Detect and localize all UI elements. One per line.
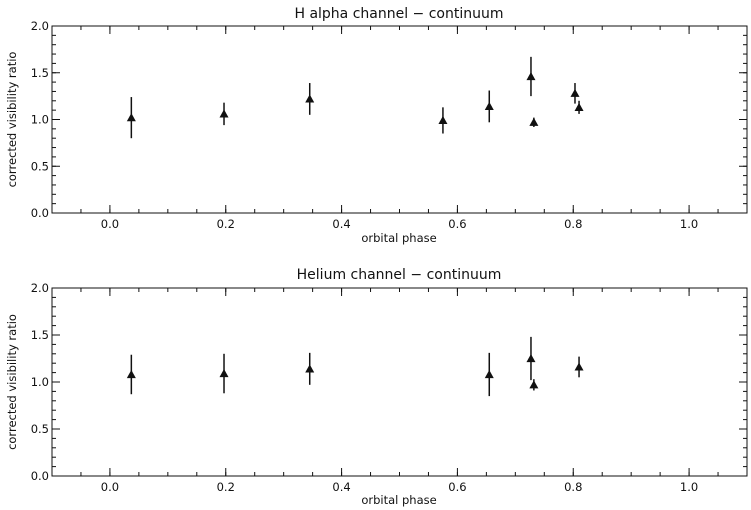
x-tick-label: 1.0 (680, 217, 698, 231)
chart-title: H alpha channel − continuum (294, 6, 503, 22)
y-axis-label: corrected visibility ratio (5, 314, 19, 450)
chart-title: Helium channel − continuum (297, 267, 502, 283)
x-tick-label: 0.4 (332, 217, 350, 231)
x-tick-label: 0.8 (564, 217, 582, 231)
plot-frame (51, 287, 748, 477)
x-axis-label: orbital phase (361, 493, 436, 507)
x-tick-label: 0.4 (332, 480, 350, 494)
data-point-triangle (219, 369, 229, 378)
x-tick-label: 0.8 (564, 480, 582, 494)
x-tick-label: 0.2 (217, 480, 235, 494)
y-tick-label: 1.5 (31, 328, 49, 342)
data-point-triangle (526, 354, 536, 363)
data-point-triangle (574, 362, 584, 371)
data-point-triangle (574, 102, 584, 111)
x-tick-label: 0.6 (448, 480, 466, 494)
data-point-triangle (570, 88, 580, 97)
y-tick-label: 0.0 (31, 469, 49, 483)
y-tick-label: 0.5 (31, 422, 49, 436)
data-point-triangle (126, 113, 136, 122)
data-point-triangle (126, 369, 136, 379)
tick-group: 0.0 0.2 0.4 0.6 0.8 1.0 0.0 0.5 1.0 1.5 2.0 (31, 19, 748, 231)
data-point-triangle (305, 364, 315, 373)
data-point-triangle (305, 94, 315, 103)
data-points (126, 336, 584, 397)
x-tick-label: 0.2 (217, 217, 235, 231)
x-axis-label: orbital phase (361, 231, 436, 245)
y-tick-label: 1.0 (31, 113, 49, 127)
y-tick-label: 1.0 (31, 375, 49, 389)
x-tick-label: 0.6 (448, 217, 466, 231)
data-point-triangle (529, 117, 539, 126)
x-tick-label: 0.0 (101, 480, 119, 494)
data-points (126, 56, 584, 139)
data-point-triangle (484, 369, 494, 379)
data-point-triangle (219, 109, 229, 118)
plot-frame (51, 25, 748, 214)
data-point-triangle (438, 115, 448, 125)
tick-group: 0.0 0.2 0.4 0.6 0.8 1.0 0.0 0.5 1.0 1.5 2.0 (31, 281, 748, 494)
y-tick-label: 2.0 (31, 281, 49, 295)
panel-h-alpha: H alpha channel − continuum orbital phas… (5, 6, 748, 245)
y-tick-label: 2.0 (31, 19, 49, 33)
y-tick-label: 0.5 (31, 159, 49, 173)
panel-helium: Helium channel − continuum orbital phase… (5, 267, 748, 507)
x-tick-label: 0.0 (101, 217, 119, 231)
y-tick-label: 1.5 (31, 66, 49, 80)
y-axis-label: corrected visibility ratio (5, 52, 19, 188)
data-point-triangle (526, 71, 536, 81)
data-point-triangle (484, 101, 494, 111)
data-point-triangle (529, 380, 539, 389)
y-tick-label: 0.0 (31, 206, 49, 220)
x-tick-label: 1.0 (680, 480, 698, 494)
